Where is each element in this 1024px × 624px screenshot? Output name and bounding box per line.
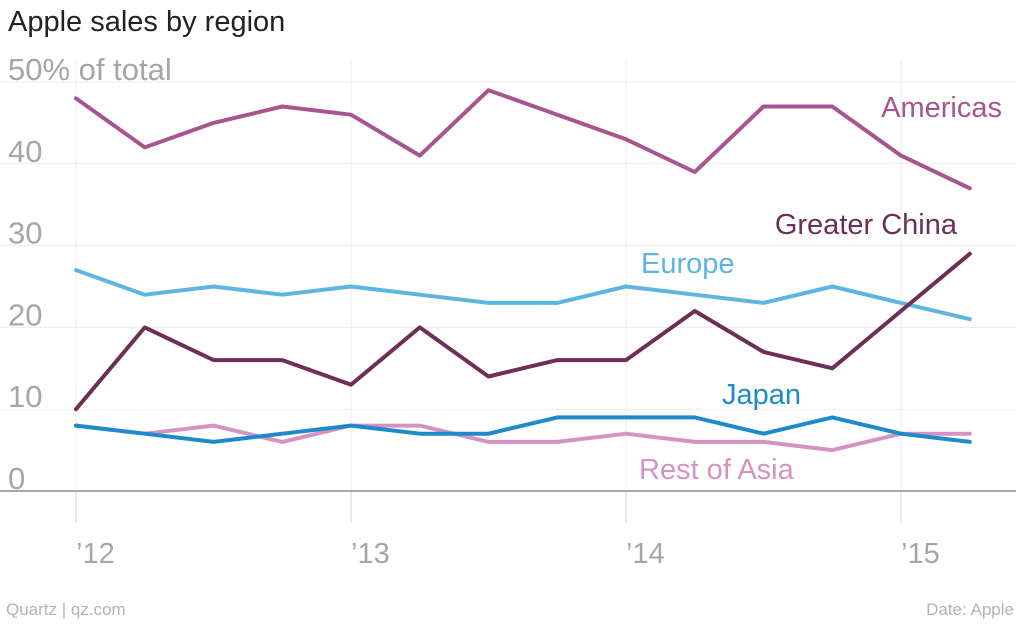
y-tick-label: 50% of total [8,52,172,87]
x-tick-label: ’14 [626,538,665,570]
x-tick-label: ’12 [76,538,115,570]
series-line-americas [74,88,972,191]
y-tick-label: 10 [8,379,42,414]
series-line-rest-of-asia [74,423,972,453]
series-label-europe: Europe [641,248,735,280]
y-tick-label: 30 [8,216,42,251]
series-label-americas: Americas [881,92,1002,124]
series-labels: Americas Greater China Europe Japan Rest of … [639,92,1002,486]
grid-lines [0,60,1016,491]
series-line-greater-china [74,251,972,412]
y-tick-label: 0 [8,461,25,496]
chart-title: Apple sales by region [8,6,286,38]
y-tick-label: 40 [8,134,42,169]
series-label-greater-china: Greater China [775,209,958,241]
x-tick-label: ’15 [901,538,940,570]
y-tick-label: 20 [8,297,42,332]
axes: 0 10 20 30 40 50% of total ’12 ’13 ’14 ’15 [0,52,1016,570]
y-unit-label: % of total [42,52,171,87]
series-line-europe [74,268,972,322]
footer-source: Quartz | qz.com [6,600,126,619]
series-label-japan: Japan [722,379,801,411]
series-line-japan [74,415,972,444]
series-lines [74,88,972,453]
footer-credit: Date: Apple [926,600,1014,619]
x-tick-label: ’13 [351,538,390,570]
series-label-rest-of-asia: Rest of Asia [639,454,795,486]
